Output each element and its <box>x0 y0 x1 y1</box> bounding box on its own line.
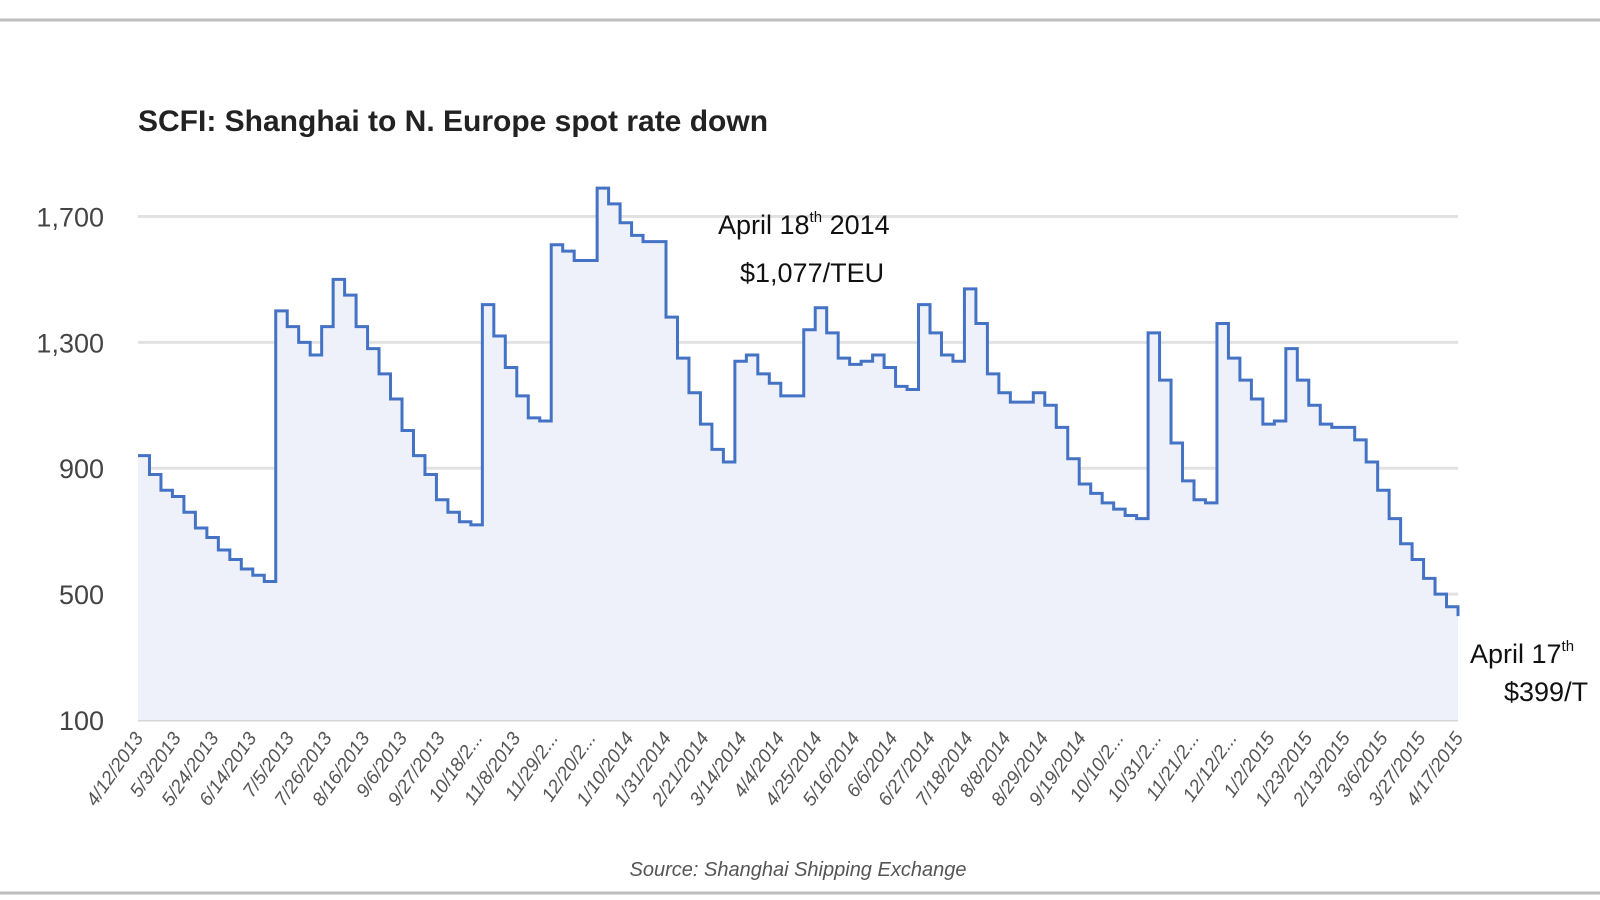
x-axis: 4/12/20135/3/20135/24/20136/14/20137/5/2… <box>82 728 1468 810</box>
series-area <box>138 188 1458 720</box>
annotation-end-sup: th <box>1562 638 1575 655</box>
y-tick-label: 1,300 <box>36 328 104 358</box>
annotation-peak-date: April 18 <box>718 210 810 240</box>
annotation-peak: April 18th 2014 $1,077/TEU <box>718 209 897 288</box>
series-line <box>138 186 1460 617</box>
y-tick-label: 1,700 <box>36 202 104 232</box>
annotation-peak-year: 2014 <box>822 210 890 240</box>
annotation-end-value: $399/T <box>1504 677 1588 707</box>
annotation-end-date: April 17 <box>1470 639 1562 669</box>
annotation-peak-value: $1,077/TEU <box>740 258 884 288</box>
y-tick-label: 900 <box>59 454 104 484</box>
y-tick-label: 500 <box>59 580 104 610</box>
y-axis: 100 500 900 1,300 1,700 <box>36 202 104 736</box>
y-tick-label: 100 <box>59 706 104 736</box>
annotation-end: April 17th $399/T <box>1470 627 1588 707</box>
chart-title: SCFI: Shanghai to N. Europe spot rate do… <box>138 105 768 138</box>
annotation-peak-sup: th <box>810 209 823 226</box>
source-note: Source: Shanghai Shipping Exchange <box>630 859 967 881</box>
